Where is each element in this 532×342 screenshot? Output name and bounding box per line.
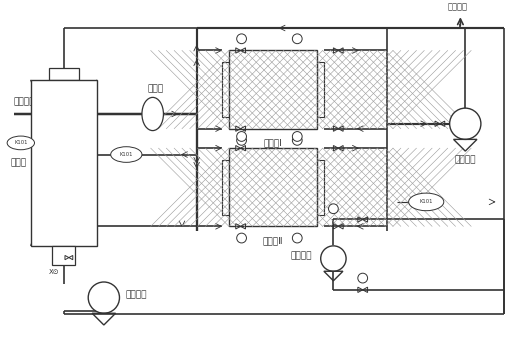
Circle shape	[237, 132, 246, 141]
Text: 吸附床Ⅰ: 吸附床Ⅰ	[263, 139, 282, 147]
Ellipse shape	[142, 97, 163, 131]
Ellipse shape	[409, 193, 444, 211]
Bar	[229, 51, 317, 129]
Text: 补冷风机: 补冷风机	[290, 251, 312, 260]
Ellipse shape	[7, 136, 35, 150]
Circle shape	[237, 135, 246, 145]
Bar	[317, 62, 323, 117]
Bar	[317, 160, 323, 214]
Bar	[52, 246, 76, 265]
Circle shape	[293, 135, 302, 145]
Circle shape	[358, 273, 368, 283]
Text: K101: K101	[419, 199, 433, 205]
Text: 高空排放: 高空排放	[447, 2, 468, 11]
Bar	[222, 160, 229, 214]
Bar	[49, 68, 79, 80]
Ellipse shape	[111, 147, 142, 162]
Circle shape	[329, 204, 338, 214]
Circle shape	[237, 34, 246, 44]
Circle shape	[237, 233, 246, 243]
Circle shape	[293, 233, 302, 243]
Text: K101: K101	[120, 152, 133, 157]
Text: 吸附床Ⅱ: 吸附床Ⅱ	[263, 236, 283, 245]
Bar	[229, 148, 317, 226]
Text: 吸附风机: 吸附风机	[454, 155, 476, 164]
Circle shape	[321, 246, 346, 271]
Circle shape	[293, 132, 302, 141]
Text: 脱附风机: 脱附风机	[126, 290, 147, 299]
Bar	[30, 80, 97, 246]
Text: X⊙: X⊙	[48, 269, 59, 275]
Text: 过滤器: 过滤器	[147, 84, 164, 93]
Circle shape	[450, 108, 481, 140]
Text: K101: K101	[14, 141, 28, 145]
Circle shape	[293, 34, 302, 44]
Text: 脱附床: 脱附床	[11, 158, 27, 167]
Text: 有机废气: 有机废气	[14, 97, 36, 106]
Circle shape	[88, 282, 120, 313]
Bar	[222, 62, 229, 117]
